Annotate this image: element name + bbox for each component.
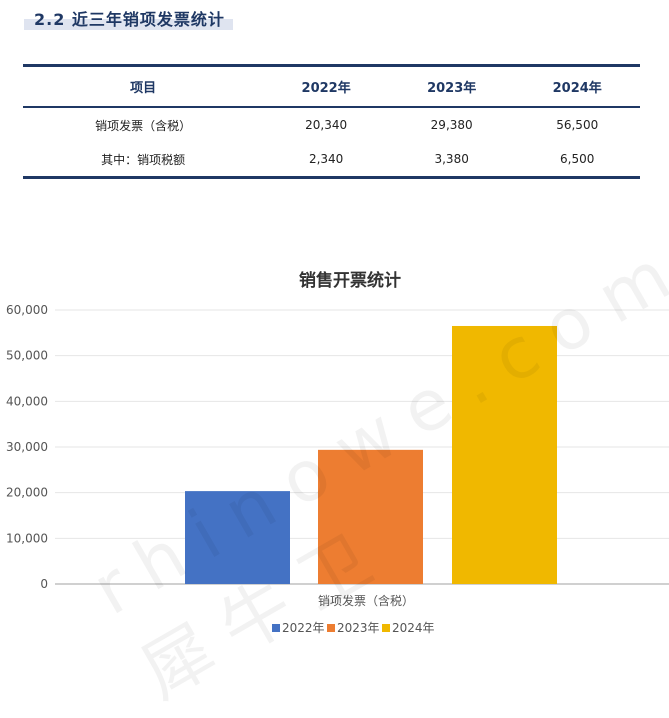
cell: 20,340 [305,118,348,132]
y-tick-label: 30,000 [6,440,48,454]
x-category-label: 销项发票（含税） [318,593,414,608]
cell: 3,380 [434,152,469,166]
legend-label: 2023年 [337,621,380,635]
legend-swatch [382,624,390,632]
header-2022: 2022年 [301,81,351,96]
cell: 销项发票（含税） [95,118,192,133]
legend-label: 2024年 [392,621,435,635]
header-item: 项目 [130,81,157,96]
bar-chart: 销售开票统计 销项发票（含税） 0 10,000 20,000 30,000 40,00… [6,270,669,635]
bar-2024年 [452,325,557,584]
y-tick-label: 50,000 [6,349,48,363]
cell: 56,500 [556,118,599,132]
y-tick-label: 40,000 [6,394,48,408]
cell: 29,380 [430,118,473,132]
cell: 其中：销项税额 [101,152,186,167]
chart-title: 销售开票统计 [299,270,401,291]
bar-2022年 [185,491,290,584]
table-header-row: 项目 2022年 2023年 2024年 [23,65,640,107]
legend-swatch [327,624,335,632]
y-tick-label: 0 [40,577,48,591]
section-title: 2.2 近三年销项发票统计 [24,10,233,30]
legend-swatch [272,624,280,632]
cell: 2,340 [308,152,344,166]
cell: 6,500 [560,152,595,166]
y-tick-label: 20,000 [6,486,48,500]
legend-label: 2022年 [282,621,325,635]
table-row: 销项发票（含税） 20,340 29,380 56,500 [23,107,640,142]
table-row: 其中：销项税额 2,340 3,380 6,500 [23,142,640,178]
invoice-table: 项目 2022年 2023年 2024年 销项发票（含税） 20,340 29,… [23,64,640,179]
y-tick-label: 10,000 [6,531,48,545]
bar-2023年 [318,449,423,584]
header-2024: 2024年 [552,81,602,96]
y-tick-label: 60,000 [6,303,48,317]
header-2023: 2023年 [427,81,477,96]
